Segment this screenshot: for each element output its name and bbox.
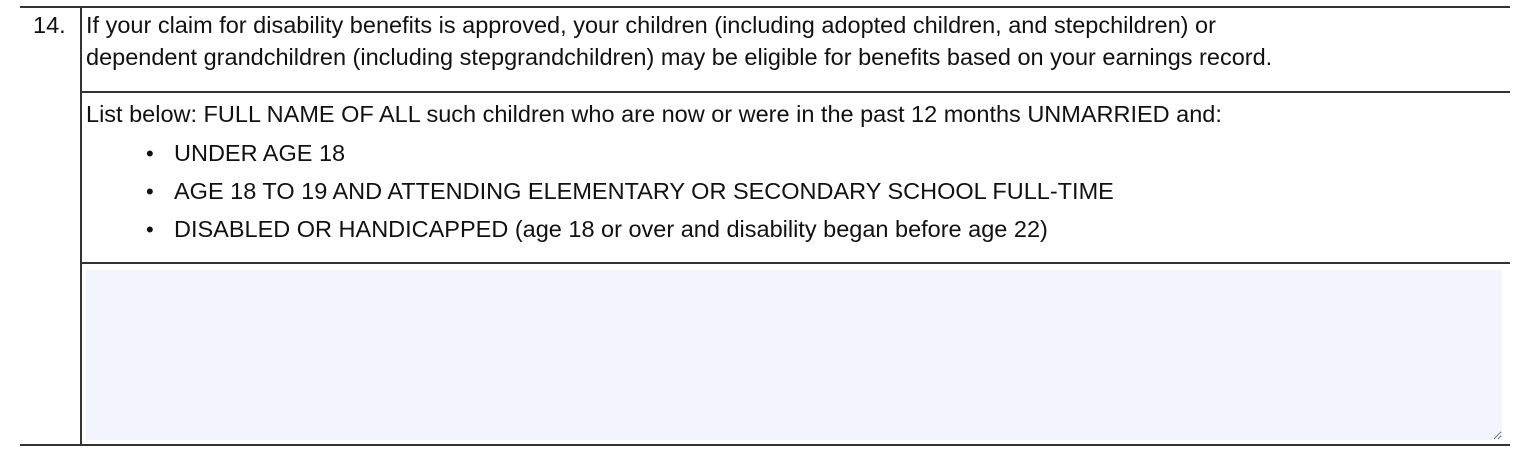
bullet-icon: • [146, 217, 154, 242]
question-number: 14. [33, 12, 66, 38]
bottom-rule [20, 444, 1510, 446]
top-rule [20, 6, 1510, 8]
list-instruction: List below: FULL NAME OF ALL such childr… [86, 101, 1222, 127]
criterion-under-18: UNDER AGE 18 [174, 140, 346, 166]
bullet-icon: • [146, 179, 154, 204]
intro-line-1: If your claim for disability benefits is… [86, 12, 1216, 38]
number-column-divider [80, 6, 82, 446]
bullet-icon: • [146, 141, 154, 166]
criteria-divider [80, 262, 1510, 264]
intro-line-2: dependent grandchildren (including stepg… [86, 44, 1273, 70]
children-names-field[interactable] [86, 270, 1502, 440]
criterion-disabled: DISABLED OR HANDICAPPED (age 18 or over … [174, 216, 1048, 242]
criterion-18-19-school: AGE 18 TO 19 AND ATTENDING ELEMENTARY OR… [174, 178, 1114, 204]
intro-divider [80, 91, 1510, 93]
